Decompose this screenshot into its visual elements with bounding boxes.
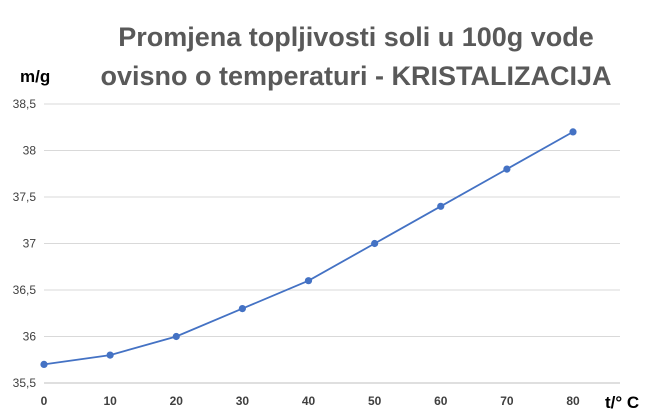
y-tick-label: 37 [23, 237, 37, 251]
data-points [40, 128, 577, 368]
data-point [304, 277, 313, 285]
chart-title-line-2: ovisno o temperaturi - KRISTALIZACIJA [100, 61, 611, 91]
x-tick-label: 40 [302, 394, 316, 408]
x-axis-label: t/° C [605, 393, 639, 412]
x-tick-label: 60 [434, 394, 448, 408]
data-point [503, 165, 511, 173]
y-tick-label: 36,5 [13, 283, 37, 297]
data-point [238, 305, 246, 313]
x-tick-label: 70 [500, 394, 514, 408]
y-tick-labels: 35,5 36 36,5 37 37,5 38 38,5 [13, 97, 37, 390]
x-tick-label: 20 [170, 394, 184, 408]
y-axis-label: m/g [20, 67, 50, 86]
x-tick-label: 50 [368, 394, 382, 408]
y-tick-label: 38 [23, 144, 37, 158]
x-tick-label: 0 [41, 394, 48, 408]
data-point [437, 202, 445, 210]
y-tick-label: 35,5 [13, 376, 37, 390]
gridlines [44, 103, 620, 337]
series-line [43, 131, 574, 366]
data-point [371, 239, 379, 248]
data-point [172, 332, 180, 341]
y-tick-label: 38,5 [13, 97, 37, 111]
y-tick-label: 37,5 [13, 190, 37, 204]
x-tick-label: 80 [566, 394, 580, 408]
chart-title-line-1: Promjena topljivosti soli u 100g vode [118, 22, 594, 52]
data-point [40, 360, 48, 368]
y-tick-label: 36 [23, 330, 37, 344]
data-point [106, 351, 114, 359]
x-tick-label: 10 [103, 394, 117, 408]
data-point [569, 128, 577, 136]
x-tick-labels: 0 10 20 30 40 50 60 70 80 [41, 394, 580, 408]
x-tick-label: 30 [236, 394, 250, 408]
